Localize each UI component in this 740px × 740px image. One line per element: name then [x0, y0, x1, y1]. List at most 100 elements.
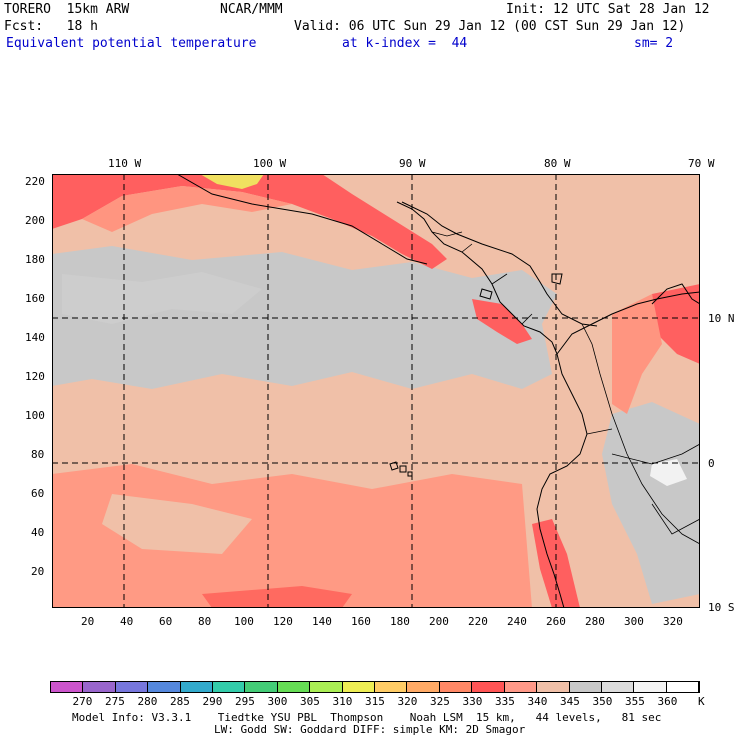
colorbar-level-label: 315 — [365, 695, 385, 708]
x-tick-label: 80 — [198, 615, 212, 628]
y-tick-label: 220 — [25, 175, 45, 188]
colorbar-level-label: 295 — [235, 695, 255, 708]
y-tick-label: 160 — [25, 292, 45, 305]
field-region-345-350 — [62, 272, 262, 324]
field-region-315-320 — [200, 174, 264, 189]
field-region-355-360 — [650, 459, 687, 486]
x-tick-label: 180 — [390, 615, 410, 628]
colorbar-swatch — [310, 682, 343, 692]
map-field-svg — [52, 174, 700, 608]
colorbar-level-label: 275 — [105, 695, 125, 708]
smoothing-label: sm= 2 — [634, 36, 674, 51]
model-info-line2: LW: Godd SW: Goddard DIFF: simple KM: 2D… — [214, 723, 526, 736]
field-region-330-335 — [532, 519, 580, 608]
forecast-hour: Fcst: 18 h — [4, 19, 98, 34]
y-tick-label: 120 — [25, 370, 45, 383]
colorbar-swatch — [569, 682, 602, 692]
x-tick-label: 280 — [585, 615, 605, 628]
colorbar-swatch — [537, 682, 570, 692]
colorbar-swatch — [666, 682, 700, 692]
field-region-330-335 — [472, 299, 532, 344]
colorbar-level-label: 360 — [657, 695, 678, 708]
map-plot — [52, 174, 700, 608]
colorbar — [50, 681, 700, 693]
colorbar-level-label: 345 — [560, 695, 580, 708]
y-tick-label: 140 — [25, 331, 45, 344]
colorbar-swatch — [601, 682, 635, 692]
lat-label-10n: 10 N — [708, 312, 735, 325]
lat-label-10s: 10 S — [708, 601, 735, 614]
colorbar-level-label: 285 — [170, 695, 190, 708]
colorbar-swatch — [115, 682, 149, 692]
field-name: Equivalent potential temperature — [6, 36, 257, 51]
x-tick-label: 320 — [663, 615, 683, 628]
field-region-335-340 — [82, 186, 292, 232]
lon-label-70w: 70 W — [688, 157, 715, 170]
lon-label-110w: 110 W — [108, 157, 142, 170]
colorbar-level-label: 305 — [300, 695, 320, 708]
y-tick-label: 80 — [31, 448, 45, 461]
field-region-330-335 — [52, 174, 447, 269]
central-america-coastline — [396, 201, 558, 355]
country-borders — [431, 231, 533, 325]
colorbar-swatch — [180, 682, 214, 692]
map-frame — [52, 174, 700, 608]
colorbar-level-label: 325 — [430, 695, 450, 708]
caribbean-islands — [479, 273, 563, 300]
x-tick-label: 100 — [234, 615, 254, 628]
colorbar-level-label: 310 — [332, 695, 353, 708]
colorbar-level-label: 335 — [495, 695, 515, 708]
x-tick-label: 120 — [273, 615, 293, 628]
field-region-340-345 — [102, 494, 252, 554]
colorbar-swatch — [51, 682, 84, 692]
graticule — [52, 174, 700, 608]
y-tick-label: 200 — [25, 214, 45, 227]
y-tick-label: 40 — [31, 526, 45, 539]
south-america-pacific-coast — [536, 353, 588, 608]
x-tick-label: 20 — [81, 615, 95, 628]
lon-label-90w: 90 W — [399, 157, 426, 170]
colorbar-swatch — [83, 682, 116, 692]
colorbar-swatch — [277, 682, 311, 692]
y-tick-label: 60 — [31, 487, 45, 500]
x-tick-label: 200 — [429, 615, 449, 628]
x-tick-label: 300 — [624, 615, 644, 628]
field-region-330-335 — [652, 284, 700, 364]
init-time: Init: 12 UTC Sat 28 Jan 12 — [506, 2, 710, 17]
x-tick-label: 140 — [312, 615, 332, 628]
lat-label-0: 0 — [708, 457, 715, 470]
colorbar-swatch — [407, 682, 440, 692]
colorbar-level-label: 280 — [137, 695, 158, 708]
x-tick-label: 60 — [159, 615, 173, 628]
colorbar-level-label: 300 — [267, 695, 288, 708]
lon-label-100w: 100 W — [253, 157, 287, 170]
colorbar-swatch — [245, 682, 278, 692]
colorbar-level-label: 290 — [202, 695, 223, 708]
colorbar-swatch — [504, 682, 538, 692]
venezuela-coastline — [651, 283, 700, 305]
x-tick-label: 240 — [507, 615, 527, 628]
central-america-north-coast — [401, 201, 598, 327]
colorbar-level-label: 320 — [397, 695, 418, 708]
coastlines — [176, 174, 700, 608]
andes-borders — [581, 323, 700, 545]
level-label: at k-index = 44 — [342, 36, 468, 51]
colorbar-swatch — [148, 682, 181, 692]
y-tick-label: 100 — [25, 409, 45, 422]
x-tick-label: 40 — [120, 615, 134, 628]
field-region-335-340 — [612, 294, 662, 414]
valid-time: Valid: 06 UTC Sun 29 Jan 12 (00 CST Sun … — [294, 19, 686, 34]
colorbar-swatch — [213, 682, 246, 692]
lon-label-80w: 80 W — [544, 157, 571, 170]
colorbar-level-label: 340 — [527, 695, 548, 708]
model-info-line1: Model Info: V3.3.1 Tiedtke YSU PBL Thomp… — [72, 711, 662, 724]
colorbar-swatch — [342, 682, 376, 692]
colorbar-level-label: 270 — [72, 695, 93, 708]
center-name: NCAR/MMM — [220, 2, 283, 17]
y-tick-label: 20 — [31, 565, 45, 578]
colorbar-unit: K — [698, 695, 705, 708]
x-tick-label: 260 — [546, 615, 566, 628]
x-tick-label: 220 — [468, 615, 488, 628]
colorbar-level-label: 330 — [462, 695, 483, 708]
colorbar-level-label: 350 — [592, 695, 613, 708]
